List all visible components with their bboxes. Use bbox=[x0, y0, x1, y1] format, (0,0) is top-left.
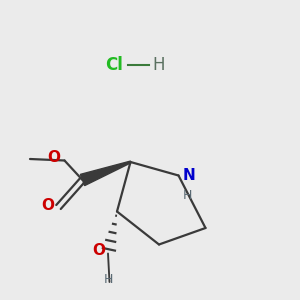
Text: H: H bbox=[152, 56, 165, 74]
Text: O: O bbox=[47, 150, 60, 165]
Text: N: N bbox=[183, 168, 196, 183]
Text: O: O bbox=[92, 243, 105, 258]
Polygon shape bbox=[80, 161, 131, 186]
Text: O: O bbox=[41, 198, 54, 213]
Text: H: H bbox=[103, 273, 113, 286]
Text: Cl: Cl bbox=[105, 56, 123, 74]
Text: H: H bbox=[183, 189, 192, 203]
